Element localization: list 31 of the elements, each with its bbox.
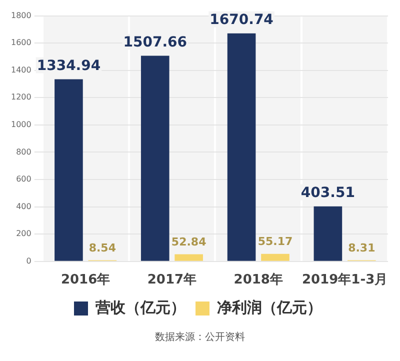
data-label: 1507.66 (123, 34, 188, 50)
data-label: 52.84 (171, 236, 207, 249)
x-tick-label: 2019年1-3月 (302, 272, 388, 288)
bar (174, 254, 203, 261)
y-tick-label: 1200 (11, 92, 32, 102)
data-label: 8.31 (348, 242, 376, 255)
bar (314, 206, 342, 261)
bar (261, 254, 290, 261)
data-label: 55.17 (258, 235, 293, 248)
y-tick-label: 800 (16, 147, 32, 156)
data-label: 1670.74 (210, 12, 274, 28)
legend-label: 净利润（亿元） (217, 298, 322, 316)
x-tick-label: 2017年 (147, 272, 197, 288)
source-note: 数据来源：公开资料 (154, 330, 246, 344)
bar (54, 79, 83, 261)
y-tick-label: 400 (16, 202, 32, 211)
y-tick-label: 200 (16, 229, 32, 238)
data-label: 403.51 (300, 184, 355, 201)
x-tick-label: 2016年 (60, 272, 110, 288)
y-tick-label: 1400 (11, 65, 32, 74)
y-tick-label: 600 (16, 174, 32, 184)
y-tick-label: 0 (26, 256, 32, 266)
y-tick-label: 1000 (11, 120, 32, 130)
legend-label: 营收（亿元） (94, 298, 186, 316)
data-label: 1334.94 (36, 58, 101, 74)
bar (140, 56, 170, 261)
x-tick-label: 2018年 (234, 272, 283, 288)
data-label: 8.54 (88, 242, 116, 255)
y-tick-label: 1800 (11, 10, 32, 20)
y-tick-label: 1600 (11, 38, 32, 48)
bar (227, 33, 256, 261)
